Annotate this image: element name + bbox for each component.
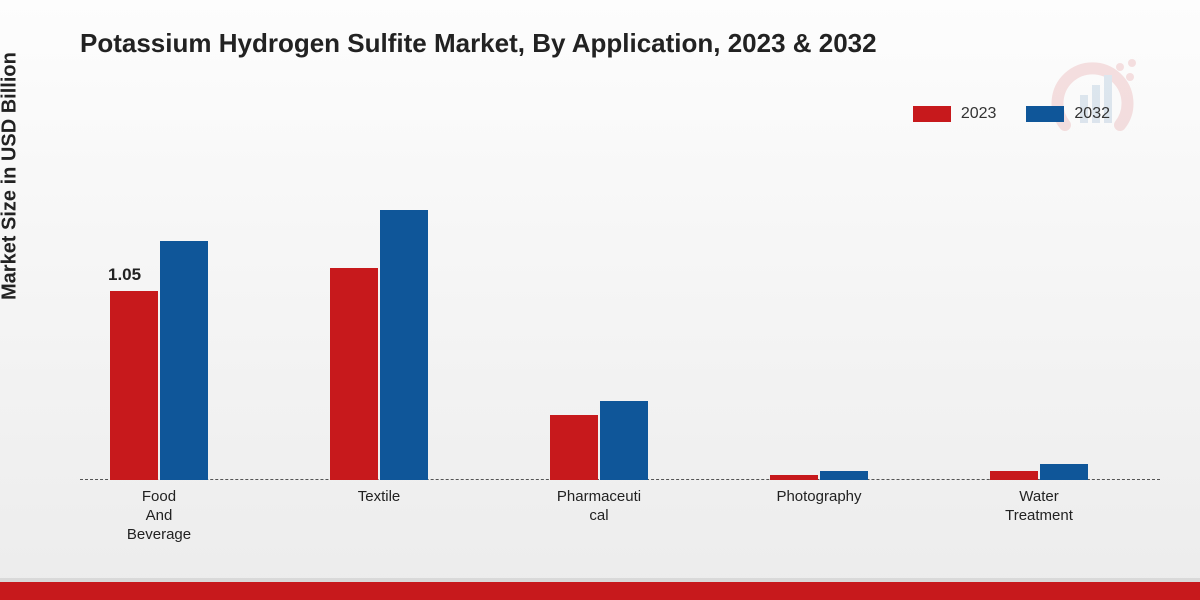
x-axis-label: Photography: [749, 488, 889, 507]
bar: [330, 268, 378, 480]
bar-group: [770, 471, 868, 480]
legend-label-2023: 2023: [961, 105, 997, 123]
bar: [770, 475, 818, 480]
legend-swatch-2032: [1026, 106, 1064, 122]
legend-swatch-2023: [913, 106, 951, 122]
bottom-red-band: [0, 582, 1200, 600]
bar-group: [330, 210, 428, 480]
x-axis-label: FoodAndBeverage: [89, 488, 229, 544]
legend-label-2032: 2032: [1074, 105, 1110, 123]
bar: [600, 401, 648, 480]
x-axis-label: Textile: [309, 488, 449, 507]
bar: [380, 210, 428, 480]
bar: [110, 291, 158, 480]
bar: [820, 471, 868, 480]
watermark-logo: [1050, 55, 1140, 145]
chart-title: Potassium Hydrogen Sulfite Market, By Ap…: [80, 28, 877, 59]
bar: [160, 241, 208, 480]
legend: 2023 2032: [913, 105, 1110, 123]
y-axis-label: Market Size in USD Billion: [0, 52, 22, 300]
bar: [990, 471, 1038, 480]
x-axis-label: WaterTreatment: [969, 488, 1109, 526]
bar-group: [990, 464, 1088, 480]
bar: [1040, 464, 1088, 480]
x-axis-label: Pharmaceutical: [529, 488, 669, 526]
legend-item-2032: 2032: [1026, 105, 1110, 123]
plot-area: 1.05: [80, 140, 1160, 480]
bar-group: [550, 401, 648, 480]
bar-value-label: 1.05: [108, 265, 141, 285]
legend-item-2023: 2023: [913, 105, 997, 123]
bar: [550, 415, 598, 480]
